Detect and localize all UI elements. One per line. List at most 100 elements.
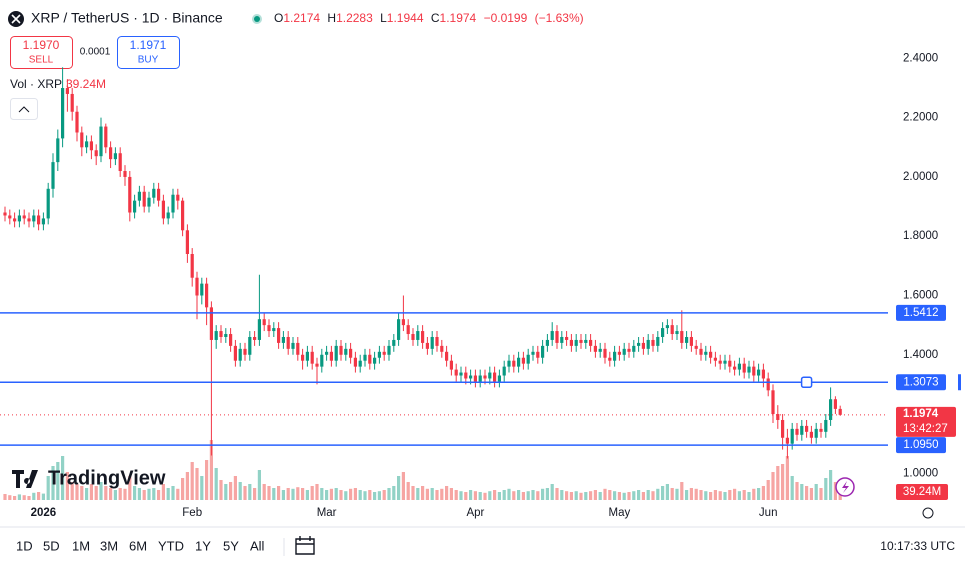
volume-bar bbox=[795, 482, 799, 500]
sell-button[interactable] bbox=[10, 36, 73, 69]
candle-body bbox=[368, 354, 372, 364]
candle-body bbox=[512, 360, 516, 367]
candle-body bbox=[3, 212, 7, 216]
volume-bar bbox=[459, 491, 463, 500]
candle-body bbox=[65, 88, 69, 94]
candle-body bbox=[785, 437, 789, 444]
current-price-label: 1.1974 bbox=[903, 408, 939, 420]
calendar-icon[interactable] bbox=[295, 536, 315, 555]
volume-bar bbox=[305, 490, 309, 500]
candle-body bbox=[617, 351, 621, 355]
candle-body bbox=[171, 194, 175, 213]
logo: TradingView bbox=[48, 467, 166, 489]
volume-bar bbox=[704, 491, 708, 500]
candle-body bbox=[833, 399, 837, 409]
range-button[interactable]: 5D bbox=[43, 538, 60, 553]
c-label: C bbox=[431, 11, 440, 25]
volume-bar bbox=[824, 478, 828, 500]
candle-body bbox=[488, 372, 492, 379]
clock: 10:17:33 UTC bbox=[880, 539, 955, 553]
candle-body bbox=[185, 230, 189, 254]
candle-body bbox=[377, 351, 381, 358]
volume-bar bbox=[373, 492, 377, 500]
candle-body bbox=[325, 351, 329, 355]
candle-body bbox=[440, 345, 444, 352]
candle-body bbox=[608, 357, 612, 361]
x-tick-label: Feb bbox=[182, 507, 202, 519]
l-value: 1.1944 bbox=[387, 11, 424, 25]
candle-body bbox=[493, 372, 497, 382]
volume-bar bbox=[805, 486, 809, 500]
volume-bar bbox=[137, 488, 141, 500]
candle-body bbox=[752, 366, 756, 376]
collapse-chevron bbox=[18, 106, 30, 113]
volume-tag bbox=[896, 484, 948, 500]
candle-body bbox=[133, 200, 137, 213]
range-button[interactable]: All bbox=[250, 538, 265, 553]
candle-body bbox=[469, 375, 473, 379]
range-button[interactable]: 6M bbox=[129, 538, 147, 553]
candle-body bbox=[449, 360, 453, 370]
x-tick-label: Apr bbox=[466, 507, 484, 519]
axis-marker bbox=[958, 374, 961, 391]
candle-body bbox=[291, 342, 295, 349]
volume-bar bbox=[277, 486, 281, 500]
range-button[interactable]: 1D bbox=[16, 538, 33, 553]
volume-bar bbox=[473, 491, 477, 500]
candle-body bbox=[622, 348, 626, 355]
candle-body bbox=[200, 283, 204, 296]
candle-body bbox=[685, 336, 689, 343]
volume-bar bbox=[349, 488, 353, 500]
volume-bar bbox=[752, 488, 756, 500]
volume-bar bbox=[555, 488, 559, 500]
volume-bar bbox=[646, 490, 650, 500]
countdown: 13:42:27 bbox=[903, 423, 948, 435]
candle-body bbox=[766, 378, 770, 391]
volume-bar bbox=[185, 472, 189, 500]
range-button[interactable]: 3M bbox=[100, 538, 118, 553]
candle-body bbox=[267, 325, 271, 332]
candle-body bbox=[13, 218, 17, 222]
range-button[interactable]: 5Y bbox=[223, 538, 239, 553]
candle-body bbox=[473, 375, 477, 382]
h-label: H bbox=[327, 11, 336, 25]
candle-body bbox=[238, 348, 242, 361]
candle-body bbox=[392, 339, 396, 346]
volume-bar bbox=[718, 491, 722, 500]
volume-bar bbox=[569, 492, 573, 500]
line-handle[interactable] bbox=[800, 376, 813, 388]
range-button[interactable]: 1Y bbox=[195, 538, 211, 553]
volume-bar bbox=[243, 486, 247, 500]
volume-bar bbox=[713, 490, 717, 500]
volume-bar bbox=[161, 484, 165, 500]
volume-bar bbox=[113, 490, 117, 500]
volume-bar bbox=[406, 482, 410, 500]
volume-bar bbox=[574, 491, 578, 500]
candle-body bbox=[22, 215, 26, 219]
range-button[interactable]: 1M bbox=[72, 538, 90, 553]
candle-body bbox=[838, 408, 842, 415]
candle-body bbox=[545, 339, 549, 346]
candle-body bbox=[94, 150, 98, 157]
volume-bar bbox=[680, 482, 684, 500]
candle-body bbox=[809, 431, 813, 438]
candle-body bbox=[661, 328, 665, 337]
buy-button[interactable] bbox=[117, 36, 180, 69]
collapse-button[interactable] bbox=[10, 98, 38, 120]
volume-bar bbox=[411, 486, 415, 500]
range-button[interactable]: YTD bbox=[158, 538, 184, 553]
volume-bar bbox=[613, 491, 617, 500]
volume-bar bbox=[99, 482, 103, 500]
volume-bar bbox=[608, 490, 612, 500]
candle-body bbox=[286, 336, 290, 349]
candle-body bbox=[569, 339, 573, 346]
settings-icon[interactable] bbox=[922, 507, 934, 519]
volume-bar bbox=[70, 482, 74, 500]
volume-bar bbox=[541, 488, 545, 500]
current-price-tag bbox=[896, 406, 956, 437]
candle-body bbox=[401, 319, 405, 326]
candle-body bbox=[123, 171, 127, 177]
volume-bar bbox=[593, 490, 597, 500]
candle-body bbox=[819, 428, 823, 432]
candle-body bbox=[80, 132, 84, 148]
